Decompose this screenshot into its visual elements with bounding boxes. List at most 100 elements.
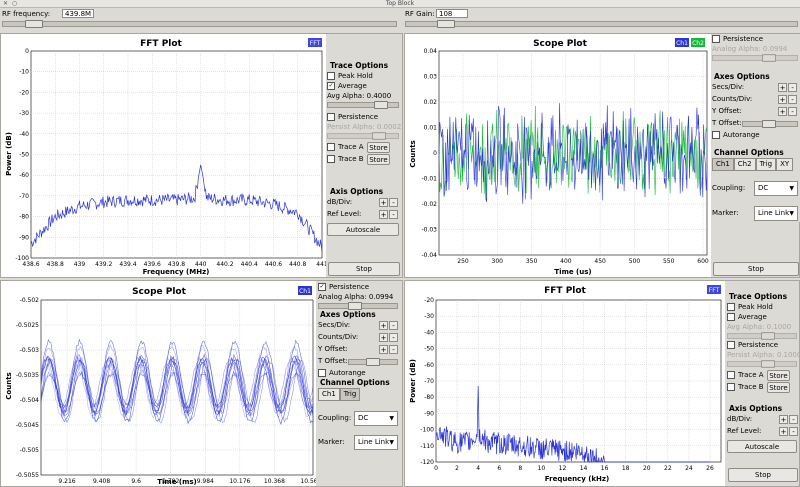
db-div-minus-button[interactable]: - bbox=[789, 415, 798, 424]
y-offset-minus-button[interactable]: - bbox=[788, 107, 797, 116]
autoscale-button[interactable]: Autoscale bbox=[727, 440, 797, 453]
peak-hold-checkbox[interactable]: Peak Hold bbox=[327, 71, 401, 81]
minimize-icon[interactable]: ○ bbox=[11, 0, 18, 7]
average-checkbox[interactable]: Average bbox=[727, 312, 799, 322]
close-icon[interactable]: ✕ bbox=[2, 0, 9, 7]
persist-alpha-slider-handle[interactable] bbox=[761, 360, 775, 368]
fft-top-x-tick-label: 439.2 bbox=[95, 261, 112, 268]
marker-select[interactable]: Line Link ▼ bbox=[354, 435, 398, 450]
fft-bottom-stop-button[interactable]: Stop bbox=[728, 468, 798, 482]
autoscale-button[interactable]: Autoscale bbox=[327, 223, 399, 236]
tab-ch2[interactable]: Ch2 bbox=[733, 158, 756, 171]
secs-div-row: Secs/Div: + - bbox=[318, 320, 402, 332]
trace-a-checkbox[interactable] bbox=[727, 371, 735, 379]
rf-frequency-slider[interactable] bbox=[2, 21, 397, 27]
scope-bottom-y-tick-label: -0.505 bbox=[20, 447, 40, 454]
scope-bottom-options: ✓ Persistence Analog Alpha: 0.0994 Axes O… bbox=[318, 282, 402, 451]
secs-div-plus-button[interactable]: + bbox=[379, 321, 388, 330]
scope-bottom-trace bbox=[40, 357, 314, 424]
coupling-select[interactable]: DC ▼ bbox=[754, 181, 798, 196]
fft-top-legend-box bbox=[308, 38, 322, 47]
y-offset-plus-button[interactable]: + bbox=[778, 107, 787, 116]
trace-a-row: Trace A Store bbox=[727, 370, 799, 382]
ref-level-minus-button[interactable]: - bbox=[789, 427, 798, 436]
analog-alpha-slider-handle[interactable] bbox=[348, 302, 362, 310]
average-checkbox[interactable]: ✓ Average bbox=[327, 81, 401, 91]
trace-a-store-button[interactable]: Store bbox=[767, 370, 790, 381]
counts-div-plus-button[interactable]: + bbox=[379, 333, 388, 342]
tab-ch1[interactable]: Ch1 bbox=[318, 388, 340, 401]
ref-level-minus-button[interactable]: - bbox=[389, 210, 398, 219]
avg-alpha-slider[interactable] bbox=[327, 101, 401, 109]
counts-div-minus-button[interactable]: - bbox=[788, 95, 797, 104]
persist-alpha-slider[interactable] bbox=[727, 360, 799, 368]
secs-div-plus-button[interactable]: + bbox=[778, 83, 787, 92]
autorange-checkbox[interactable]: Autorange bbox=[318, 368, 402, 378]
y-offset-minus-button[interactable]: - bbox=[389, 345, 398, 354]
secs-div-minus-button[interactable]: - bbox=[788, 83, 797, 92]
trace-b-checkbox[interactable] bbox=[327, 155, 335, 163]
secs-div-minus-button[interactable]: - bbox=[389, 321, 398, 330]
avg-alpha-slider[interactable] bbox=[727, 332, 799, 340]
chevron-down-icon: ▼ bbox=[789, 185, 794, 192]
tab-xy[interactable]: XY bbox=[776, 158, 794, 171]
rf-gain-slider-handle[interactable] bbox=[437, 20, 455, 28]
persistence-checkbox[interactable]: Persistence bbox=[727, 340, 799, 350]
trace-a-checkbox[interactable] bbox=[327, 143, 335, 151]
scope-bottom-y-tick-label: -0.5035 bbox=[16, 372, 39, 379]
autorange-checkbox[interactable]: Autorange bbox=[712, 130, 800, 140]
checkbox-icon bbox=[727, 303, 735, 311]
analog-alpha-slider[interactable] bbox=[712, 54, 800, 62]
scope-top-stop-button[interactable]: Stop bbox=[713, 262, 799, 276]
fft-top-y-tick-label: -30 bbox=[19, 110, 29, 117]
avg-alpha-slider-handle[interactable] bbox=[761, 332, 775, 340]
rf-gain-input[interactable]: 108 bbox=[436, 9, 468, 18]
tab-trig[interactable]: Trig bbox=[755, 158, 777, 171]
persistence-checkbox[interactable]: Persistence bbox=[712, 34, 800, 44]
db-div-plus-button[interactable]: + bbox=[379, 198, 388, 207]
tab-trig[interactable]: Trig bbox=[339, 388, 361, 401]
t-offset-slider-handle[interactable] bbox=[762, 120, 776, 128]
ref-level-row: Ref Level: + - bbox=[727, 426, 799, 438]
db-div-minus-button[interactable]: - bbox=[389, 198, 398, 207]
fft-top-x-tick-label: 438.6 bbox=[22, 261, 39, 268]
fft-top-x-tick-label: 440.8 bbox=[289, 261, 306, 268]
counts-div-plus-button[interactable]: + bbox=[778, 95, 787, 104]
tab-ch1[interactable]: Ch1 bbox=[712, 158, 734, 171]
coupling-select[interactable]: DC ▼ bbox=[354, 411, 398, 426]
trace-b-store-button[interactable]: Store bbox=[767, 382, 790, 393]
counts-div-minus-button[interactable]: - bbox=[389, 333, 398, 342]
peak-hold-checkbox[interactable]: Peak Hold bbox=[727, 302, 799, 312]
analog-alpha-slider-handle[interactable] bbox=[762, 54, 776, 62]
analog-alpha-slider[interactable] bbox=[318, 302, 402, 310]
marker-select[interactable]: Line Link ▼ bbox=[754, 206, 798, 221]
fft-top-stop-button[interactable]: Stop bbox=[328, 262, 400, 276]
trace-b-checkbox[interactable] bbox=[727, 383, 735, 391]
rf-frequency-slider-handle[interactable] bbox=[25, 20, 43, 28]
fft-top-y-tick-label: -90 bbox=[19, 234, 29, 241]
trace-b-store-button[interactable]: Store bbox=[367, 154, 390, 165]
peak-hold-label: Peak Hold bbox=[738, 303, 773, 311]
ref-level-plus-button[interactable]: + bbox=[779, 427, 788, 436]
persist-alpha-slider[interactable] bbox=[327, 132, 401, 140]
trace-a-store-button[interactable]: Store bbox=[367, 142, 390, 153]
fft-bottom-x-tick-label: 16 bbox=[601, 465, 609, 472]
avg-alpha-slider-handle[interactable] bbox=[374, 101, 388, 109]
persistence-checkbox[interactable]: Persistence bbox=[327, 112, 401, 122]
fft-bottom-x-tick-label: 14 bbox=[580, 465, 588, 472]
rf-frequency-input[interactable]: 439.8M bbox=[62, 9, 94, 18]
scope-bottom-xlabel: Time (ms) bbox=[157, 478, 197, 486]
axes-options-heading: Axes Options bbox=[320, 310, 376, 319]
persistence-checkbox[interactable]: ✓ Persistence bbox=[318, 282, 402, 292]
ref-level-plus-button[interactable]: + bbox=[379, 210, 388, 219]
fft-top-x-tick-label: 441 bbox=[316, 261, 326, 268]
db-div-row: dB/Div: + - bbox=[727, 414, 799, 426]
fft-bottom-y-tick-label: -120 bbox=[420, 459, 434, 466]
persist-alpha-label: Persist Alpha: 0.0002 bbox=[327, 123, 402, 131]
persist-alpha-slider-handle[interactable] bbox=[372, 132, 386, 140]
trace-b-label: Trace B bbox=[338, 155, 364, 163]
y-offset-plus-button[interactable]: + bbox=[379, 345, 388, 354]
rf-gain-slider[interactable] bbox=[405, 21, 798, 27]
db-div-plus-button[interactable]: + bbox=[779, 415, 788, 424]
t-offset-slider-handle[interactable] bbox=[366, 358, 380, 366]
